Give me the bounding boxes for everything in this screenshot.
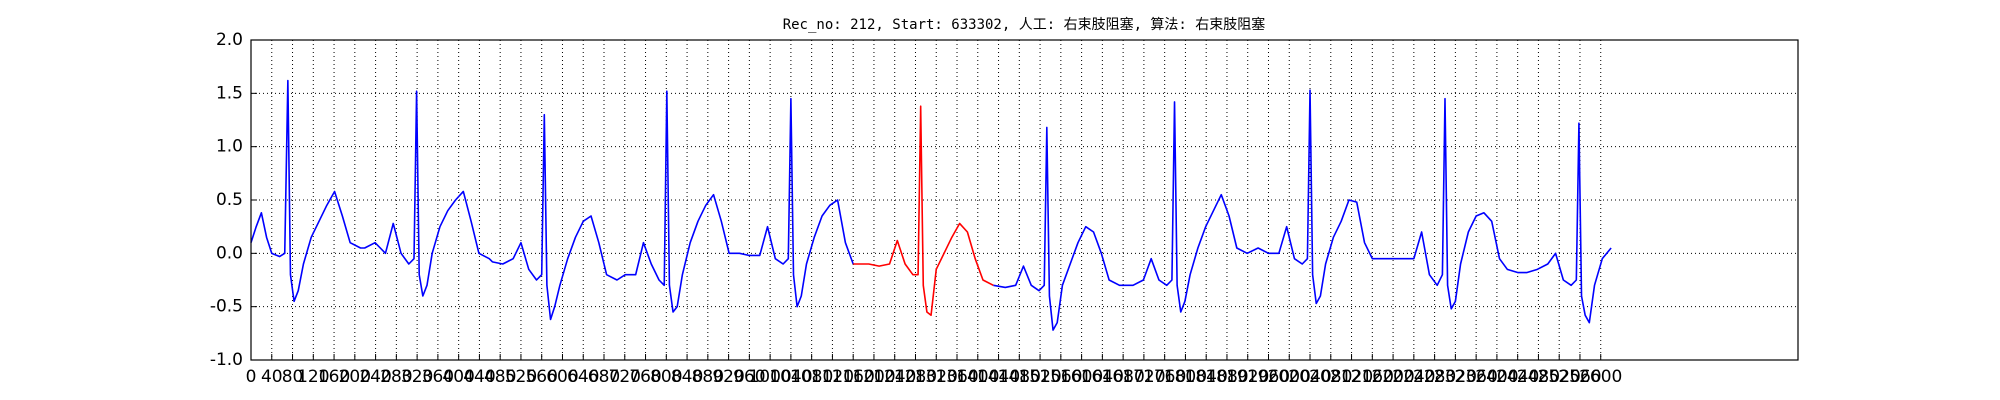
- x-tick-label: 1920: [1226, 367, 1269, 387]
- x-tick-label: 1360: [935, 367, 978, 387]
- y-tick-label: -1.0: [210, 350, 243, 370]
- x-tick-label: 1520: [1018, 367, 1061, 387]
- x-tick-label: 2440: [1496, 367, 1539, 387]
- x-tick-label: 1160: [832, 367, 875, 387]
- x-tick-label: 40: [261, 367, 283, 387]
- x-tick-label: 640: [567, 367, 599, 387]
- x-tick-label: 1040: [769, 367, 812, 387]
- x-tick-label: 1440: [977, 367, 1020, 387]
- x-tick-label: 80: [282, 367, 304, 387]
- series-line: [250, 79, 1612, 331]
- x-tick-label: 440: [463, 367, 495, 387]
- plot-frame: [250, 39, 1799, 361]
- x-tick-label: 1640: [1081, 367, 1124, 387]
- x-tick-label: 1800: [1164, 367, 1207, 387]
- x-tick-label: 2320: [1434, 367, 1477, 387]
- x-tick-label: 560: [525, 367, 557, 387]
- series-line: [853, 105, 994, 316]
- x-tick-label: 600: [546, 367, 578, 387]
- x-tick-label: 2160: [1351, 367, 1394, 387]
- x-tick-label: 680: [588, 367, 620, 387]
- x-tick-label: 880: [692, 367, 724, 387]
- x-tick-label: 280: [380, 367, 412, 387]
- x-tick-label: 2280: [1413, 367, 1456, 387]
- x-tick-label: 1880: [1205, 367, 1248, 387]
- x-tick-label: 2560: [1558, 367, 1601, 387]
- y-tick-label: -0.5: [210, 297, 243, 317]
- x-tick-label: 1600: [1060, 367, 1103, 387]
- x-tick-label: 800: [650, 367, 682, 387]
- x-tick-label: 1400: [956, 367, 999, 387]
- x-tick-label: 1960: [1247, 367, 1290, 387]
- x-tick-label: 400: [442, 367, 474, 387]
- x-tick-label: 1680: [1102, 367, 1145, 387]
- x-tick-label: 2600: [1579, 367, 1622, 387]
- y-tick-label: 1.0: [216, 137, 243, 157]
- x-tick-label: 760: [629, 367, 661, 387]
- x-tick-label: 2200: [1371, 367, 1414, 387]
- x-tick-label: 1560: [1039, 367, 1082, 387]
- x-tick-label: 2120: [1330, 367, 1373, 387]
- y-tick-label: 1.5: [216, 83, 243, 103]
- y-tick-label: 0.5: [216, 190, 243, 210]
- x-tick-label: 480: [484, 367, 516, 387]
- x-tick-label: 2000: [1268, 367, 1311, 387]
- x-tick-label: 1000: [748, 367, 791, 387]
- x-tick-label: 2240: [1392, 367, 1435, 387]
- x-tick-label: 320: [401, 367, 433, 387]
- x-tick-label: 2360: [1455, 367, 1498, 387]
- x-tick-label: 1240: [873, 367, 916, 387]
- x-tick-label: 2480: [1517, 367, 1560, 387]
- x-tick-label: 1080: [790, 367, 833, 387]
- x-tick-label: 1200: [852, 367, 895, 387]
- x-tick-label: 1840: [1185, 367, 1228, 387]
- x-tick-label: 2520: [1538, 367, 1581, 387]
- x-tick-label: 2400: [1475, 367, 1518, 387]
- x-tick-label: 200: [339, 367, 371, 387]
- x-tick-label: 360: [422, 367, 454, 387]
- x-tick-label: 0: [246, 367, 257, 387]
- x-tick-label: 1760: [1143, 367, 1186, 387]
- x-tick-label: 160: [318, 367, 350, 387]
- x-tick-label: 1720: [1122, 367, 1165, 387]
- y-tick-label: 0.0: [216, 243, 243, 263]
- x-tick-label: 920: [712, 367, 744, 387]
- x-tick-label: 2040: [1288, 367, 1331, 387]
- x-tick-label: 520: [505, 367, 537, 387]
- x-tick-label: 1120: [811, 367, 854, 387]
- x-tick-label: 1280: [894, 367, 937, 387]
- x-tick-label: 960: [733, 367, 765, 387]
- x-tick-label: 240: [359, 367, 391, 387]
- x-tick-label: 1320: [915, 367, 958, 387]
- x-tick-label: 720: [609, 367, 641, 387]
- x-tick-label: 2080: [1309, 367, 1352, 387]
- x-tick-label: 120: [297, 367, 329, 387]
- chart-title: Rec_no: 212, Start: 633302, 人工: 右束肢阻塞, 算…: [783, 16, 1266, 33]
- y-tick-label: 2.0: [216, 30, 243, 50]
- x-tick-label: 1480: [998, 367, 1041, 387]
- x-tick-label: 840: [671, 367, 703, 387]
